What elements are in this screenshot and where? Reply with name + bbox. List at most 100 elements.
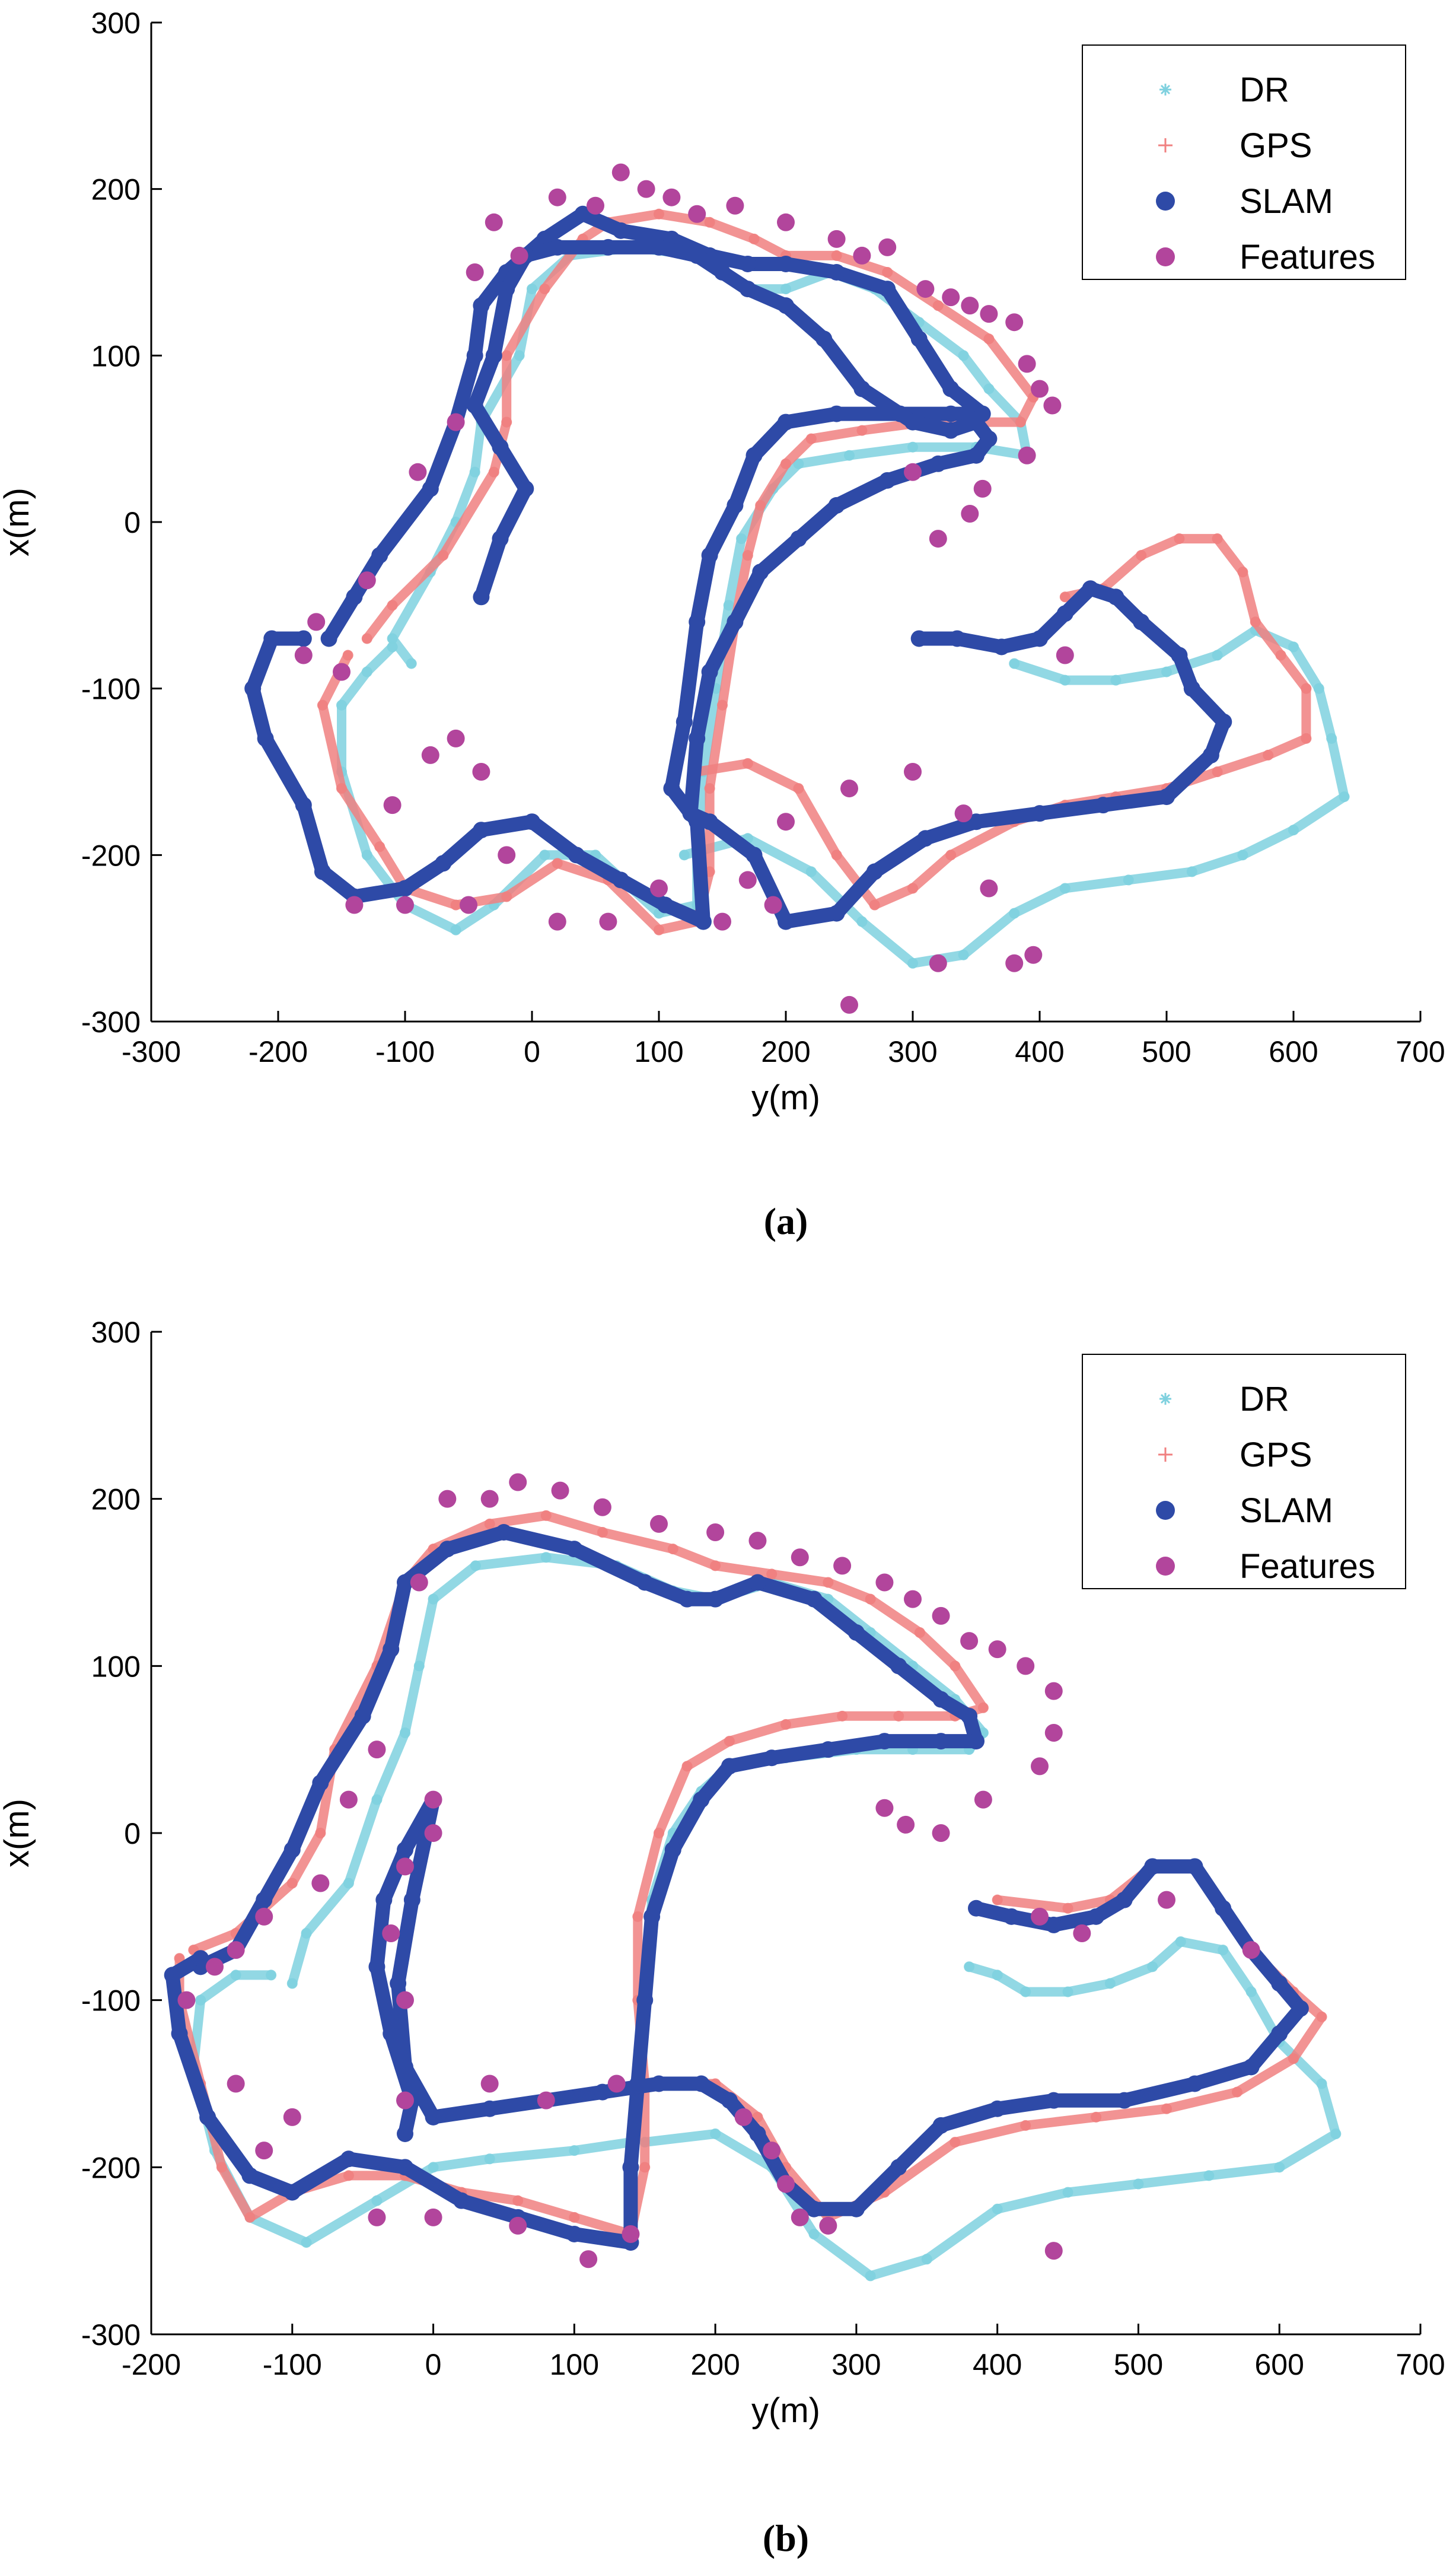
feature-point — [932, 1606, 950, 1625]
y-tick-label: 0 — [124, 1817, 141, 1850]
feature-point — [897, 1815, 915, 1834]
feature-point — [294, 646, 313, 664]
feature-point — [383, 796, 402, 814]
feature-point — [1024, 946, 1043, 964]
feature-point — [333, 663, 351, 681]
gps-point — [632, 1911, 643, 1922]
slam-point — [636, 1991, 654, 2009]
feature-point — [988, 1640, 1006, 1659]
dr-point — [1313, 683, 1324, 694]
slam-point — [397, 1841, 413, 1859]
slam-point — [778, 255, 794, 272]
feature-point — [961, 297, 979, 315]
feature-point — [840, 779, 858, 798]
slam-point — [1186, 1858, 1203, 1875]
slam-point — [1003, 1908, 1020, 1925]
slam-point — [340, 2150, 357, 2168]
feature-point — [904, 463, 922, 481]
feature-point — [579, 2250, 598, 2268]
slam-point — [1271, 2025, 1288, 2042]
feature-point — [345, 896, 364, 914]
dr-point — [723, 600, 734, 611]
slam-point — [1292, 2000, 1309, 2017]
gps-point — [244, 2212, 256, 2223]
slam-point — [752, 564, 769, 581]
slam-point — [866, 863, 883, 880]
slam-point — [727, 497, 744, 514]
gps-point — [742, 550, 753, 561]
x-tick-label: 0 — [425, 2348, 442, 2381]
y-axis-label: x(m) — [0, 1799, 36, 1867]
gps-point — [869, 899, 880, 911]
gps-point — [317, 699, 328, 711]
gps-point — [977, 1702, 989, 1713]
slam-point — [473, 297, 490, 314]
dr-point — [1330, 2128, 1342, 2139]
feature-point — [961, 504, 979, 523]
x-tick-label: 100 — [550, 2348, 599, 2381]
gps-point — [681, 1761, 693, 1772]
gps-point — [1059, 591, 1071, 603]
slam-point — [612, 871, 629, 889]
slam-point — [199, 2108, 216, 2126]
legend-label-features: Features — [1240, 1547, 1375, 1586]
x-tick-label: 700 — [1396, 1035, 1445, 1068]
slam-point — [600, 238, 617, 256]
slam-point — [828, 405, 845, 422]
x-tick-label: 300 — [888, 1035, 937, 1068]
gps-point — [501, 891, 512, 902]
legend-dr-marker — [1159, 1393, 1171, 1405]
gps-point — [932, 300, 944, 311]
dr-point — [527, 284, 537, 295]
gps-point — [1288, 2053, 1299, 2064]
dr-point — [301, 1928, 312, 1939]
gps-point — [438, 550, 449, 561]
x-axis-label: y(m) — [751, 1078, 820, 1117]
gps-point — [1015, 416, 1026, 428]
gps-point — [1263, 749, 1274, 761]
slam-point — [1095, 797, 1111, 814]
dr-point — [1123, 874, 1134, 886]
feature-point — [1031, 1907, 1049, 1926]
feature-point — [688, 205, 706, 223]
gps-point — [1301, 683, 1312, 694]
feature-point — [447, 729, 465, 747]
slam-point — [256, 1891, 273, 1908]
feature-point — [916, 280, 935, 298]
x-tick-label: -200 — [122, 2348, 181, 2381]
gps-point — [216, 2162, 227, 2173]
dr-point — [539, 849, 550, 861]
slam-point — [876, 1733, 893, 1750]
gps-point — [512, 2195, 524, 2206]
feature-point — [974, 1790, 992, 1809]
slam-point — [848, 2200, 865, 2217]
dr-point — [710, 2128, 721, 2139]
slam-point — [968, 413, 985, 431]
slam-point — [1202, 746, 1219, 763]
gps-point — [450, 899, 461, 911]
feature-point — [587, 196, 604, 215]
slam-point — [425, 2108, 442, 2126]
feature-point — [1158, 1891, 1175, 1909]
slam-point — [1088, 1908, 1105, 1925]
slam-point — [383, 1641, 400, 1658]
dr-point — [992, 2203, 1003, 2215]
slam-point — [1082, 580, 1099, 597]
x-tick-label: -300 — [122, 1035, 181, 1068]
dr-point — [1212, 650, 1223, 661]
dr-point — [856, 916, 868, 927]
feature-point — [227, 2075, 245, 2093]
x-tick-label: 600 — [1255, 2348, 1304, 2381]
slam-point — [283, 2184, 301, 2201]
slam-point — [778, 297, 794, 314]
slam-point — [968, 813, 985, 831]
legend-slam-marker — [1156, 192, 1175, 211]
dr-point — [736, 533, 747, 545]
feature-point — [358, 571, 376, 590]
gps-point — [336, 783, 347, 794]
feature-point — [853, 246, 871, 265]
feature-point — [311, 1874, 330, 1892]
gps-point — [1136, 550, 1147, 561]
gps-point — [484, 1518, 495, 1529]
slam-point — [689, 613, 706, 631]
